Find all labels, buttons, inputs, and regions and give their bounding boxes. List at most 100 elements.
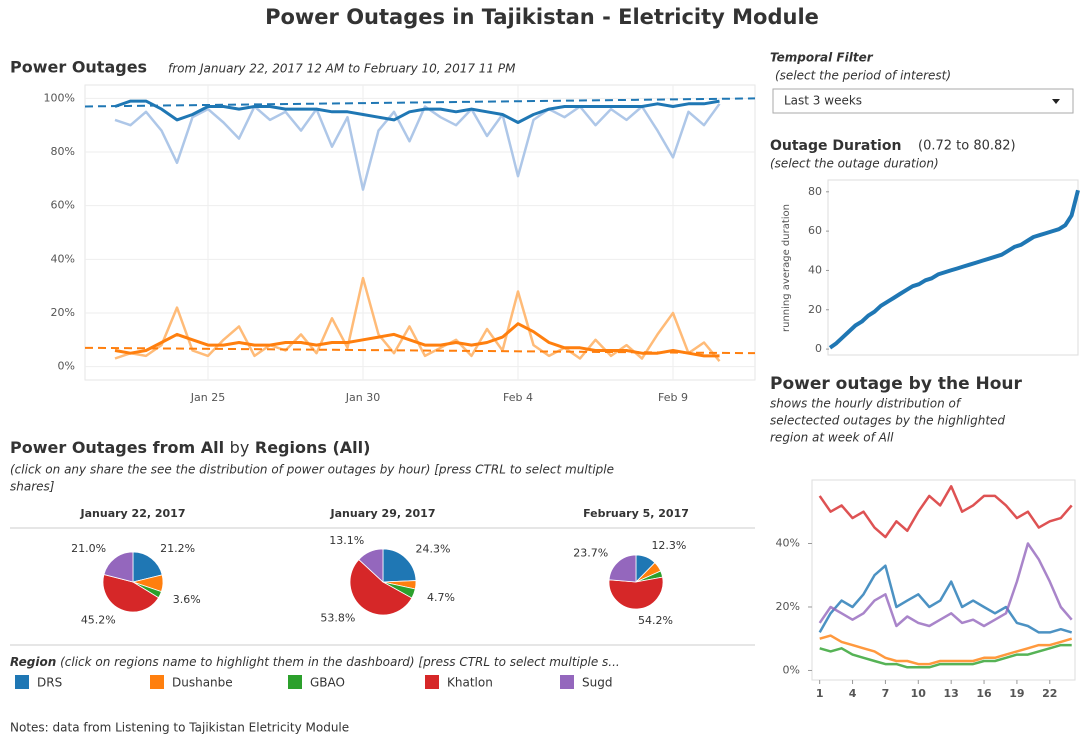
data-label: 13.1%: [329, 534, 364, 547]
x-tick-label: Jan 30: [345, 391, 380, 404]
legend-swatch[interactable]: [288, 675, 302, 689]
legend-label[interactable]: GBAO: [310, 676, 345, 690]
data-label: 4.7%: [427, 591, 455, 604]
line: [818, 542, 1073, 628]
legend-label[interactable]: DRS: [37, 676, 62, 690]
line: [114, 103, 721, 191]
legend-swatch[interactable]: [560, 675, 574, 689]
dropdown-box[interactable]: [772, 88, 1074, 114]
line: [114, 99, 720, 124]
x-tick-label: 4: [849, 687, 857, 700]
y-tick-label: 40%: [776, 536, 800, 549]
legend-swatch[interactable]: [425, 675, 439, 689]
chart-subtitle: region at week of All: [770, 431, 894, 445]
y-tick-label: 20%: [51, 306, 75, 319]
x-tick-label: Feb 4: [503, 391, 533, 404]
dashboard-title: Power Outages in Tajikistan - Eletricity…: [265, 5, 819, 29]
x-tick-label: 16: [976, 687, 992, 700]
data-label: 45.2%: [81, 614, 116, 627]
legend-swatch[interactable]: [15, 675, 29, 689]
data-label: 3.6%: [173, 593, 201, 606]
legend-label[interactable]: Khatlon: [447, 676, 493, 690]
x-tick-label: Jan 25: [190, 391, 225, 404]
x-tick-label: 7: [882, 687, 890, 700]
x-tick-label: 13: [944, 687, 959, 700]
chart-subtitle: shows the hourly distribution of: [770, 397, 962, 411]
chart-subtitle: shares]: [10, 480, 55, 494]
pie-slice[interactable]: [608, 554, 637, 583]
chart-subtitle: (click on any share the see the distribu…: [10, 463, 614, 477]
chart-title: Power Outages from All by Regions (All): [10, 438, 370, 457]
y-tick-label: 0%: [783, 663, 800, 676]
y-tick-label: 40: [808, 263, 822, 276]
legend-header: Region (click on regions name to highlig…: [10, 655, 620, 669]
pie-title: January 29, 2017: [330, 507, 436, 520]
plot-frame: [827, 179, 1079, 356]
dropdown-arrow[interactable]: [1052, 99, 1060, 104]
notes: Notes: data from Listening to Tajikistan…: [10, 721, 349, 735]
line: [828, 189, 1080, 350]
y-tick-label: 100%: [44, 91, 75, 104]
plot-frame: [811, 479, 1076, 681]
y-tick-label: 0: [815, 342, 822, 355]
filter-subtitle: (select the period of interest): [775, 69, 951, 83]
legend-label[interactable]: Sugd: [582, 676, 612, 690]
y-tick-label: 20: [808, 303, 822, 316]
pie-slice[interactable]: [382, 548, 417, 583]
pie-title: February 5, 2017: [583, 507, 689, 520]
legend-label[interactable]: Dushanbe: [172, 676, 233, 690]
pie-slice[interactable]: [132, 551, 163, 583]
x-tick-label: Feb 9: [658, 391, 688, 404]
chart-title: Outage Duration: [770, 138, 901, 154]
dropdown-value[interactable]: Last 3 weeks: [784, 94, 862, 108]
chart-subtitle: from January 22, 2017 12 AM to February …: [168, 62, 516, 76]
x-tick-label: 19: [1009, 687, 1024, 700]
title-part: Regions (All): [255, 438, 371, 457]
legend-note: (click on regions name to highlight them…: [60, 655, 620, 669]
y-tick-label: 0%: [58, 360, 75, 373]
y-tick-label: 80: [808, 185, 822, 198]
trend-line: [84, 97, 756, 108]
chart-subtitle: selectected outages by the highlighted: [770, 414, 1005, 428]
data-label: 53.8%: [320, 611, 355, 624]
title-part: Power Outages from All: [10, 438, 224, 457]
line: [818, 485, 1073, 539]
chart-title: Power Outages: [10, 58, 147, 77]
line: [819, 643, 1072, 669]
title-part: by: [230, 438, 250, 457]
data-label: 54.2%: [638, 614, 673, 627]
pie-slice[interactable]: [103, 551, 134, 583]
filter-title: Temporal Filter: [770, 51, 874, 65]
period-dropdown[interactable]: Last 3 weeks: [772, 88, 1074, 114]
legend-title: Region: [10, 655, 56, 669]
line: [819, 634, 1073, 666]
y-axis-label: running average duration: [781, 204, 792, 332]
chart-title: Power outage by the Hour: [770, 374, 1023, 394]
chart-range: (0.72 to 80.82): [918, 139, 1016, 154]
y-tick-label: 40%: [51, 252, 75, 265]
plot-frame: [84, 84, 756, 381]
line: [818, 564, 1073, 634]
pie-slice[interactable]: [608, 576, 664, 610]
pie-title: January 22, 2017: [80, 507, 186, 520]
x-tick-label: 1: [816, 687, 824, 700]
y-tick-label: 20%: [776, 600, 800, 613]
line: [114, 322, 720, 358]
legend-swatch[interactable]: [150, 675, 164, 689]
pie-slice[interactable]: [358, 548, 384, 583]
y-tick-label: 80%: [51, 145, 75, 158]
data-label: 24.3%: [415, 542, 450, 555]
trend-line: [84, 346, 756, 355]
x-tick-label: 22: [1042, 687, 1057, 700]
data-label: 21.2%: [160, 542, 195, 555]
data-label: 23.7%: [573, 546, 608, 559]
pie-slice[interactable]: [349, 558, 413, 616]
chart-subtitle: (select the outage duration): [770, 157, 939, 171]
data-label: 21.0%: [71, 542, 106, 555]
x-tick-label: 10: [911, 687, 927, 700]
data-label: 12.3%: [651, 539, 686, 552]
y-tick-label: 60: [808, 224, 822, 237]
pie-slice[interactable]: [102, 574, 160, 613]
y-tick-label: 60%: [51, 199, 75, 212]
